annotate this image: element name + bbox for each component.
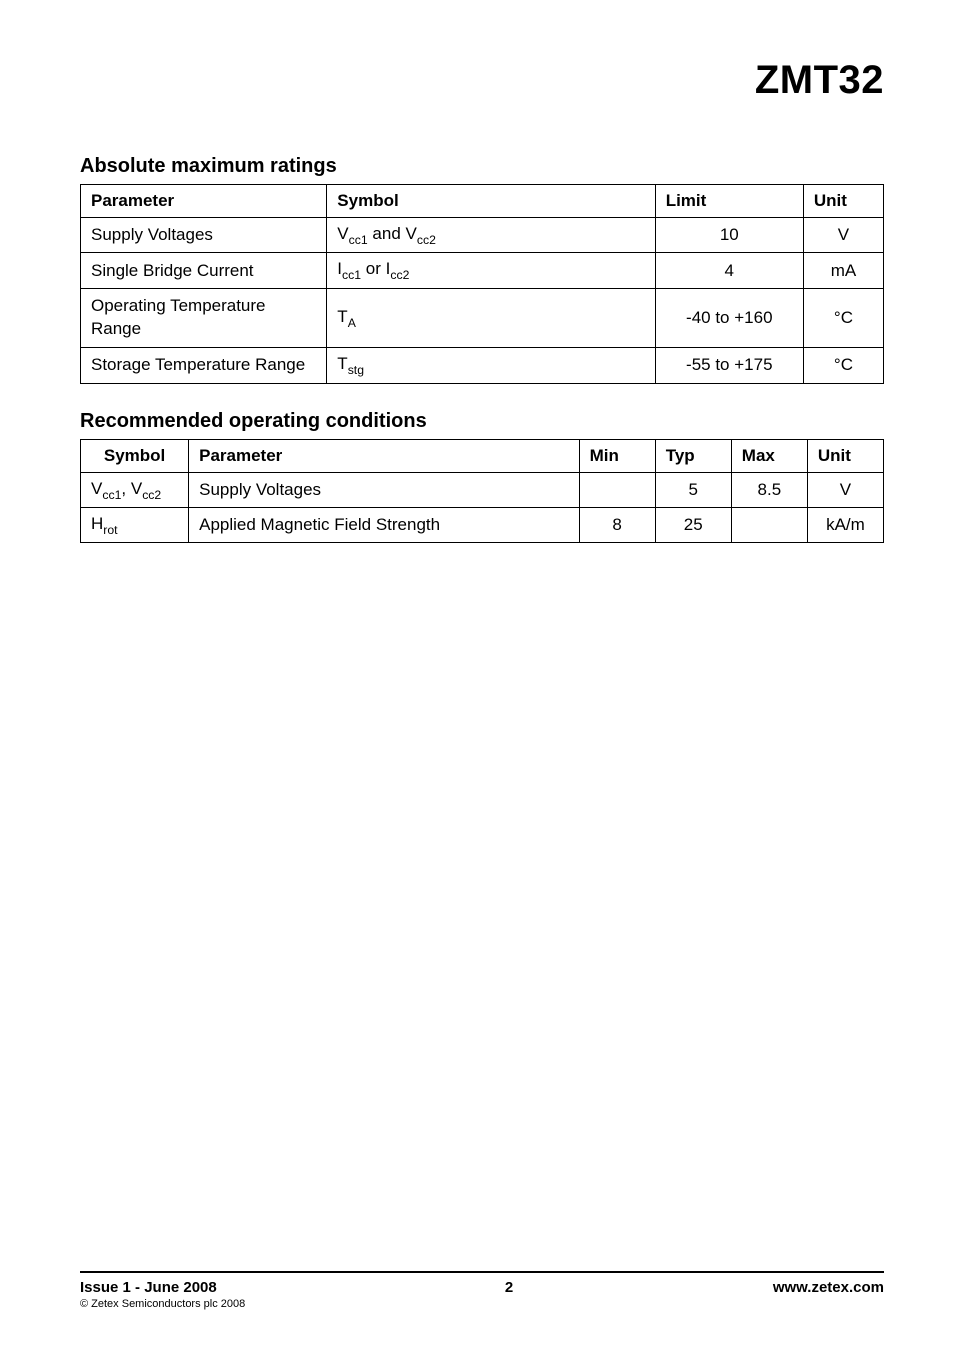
roc-parameter: Applied Magnetic Field Strength <box>189 507 579 542</box>
roc-parameter: Supply Voltages <box>189 472 579 507</box>
table-row: Storage Temperature RangeTstg-55 to +175… <box>81 347 884 383</box>
product-title: ZMT32 <box>80 58 884 103</box>
amr-symbol: Icc1 or Icc2 <box>327 253 655 288</box>
amr-h-unit: Unit <box>803 185 883 218</box>
roc-h-symbol: Symbol <box>81 439 189 472</box>
amr-h-limit: Limit <box>655 185 803 218</box>
footer-rule <box>80 1271 884 1273</box>
amr-limit: -40 to +160 <box>655 288 803 347</box>
amr-table: Parameter Symbol Limit Unit Supply Volta… <box>80 184 884 384</box>
amr-parameter: Operating Temperature Range <box>81 288 327 347</box>
page-footer: Issue 1 - June 2008 © Zetex Semiconducto… <box>80 1271 884 1310</box>
amr-h-parameter: Parameter <box>81 185 327 218</box>
table-row: HrotApplied Magnetic Field Strength825 kA… <box>81 507 884 542</box>
roc-table: Symbol Parameter Min Typ Max Unit Vcc1, … <box>80 439 884 544</box>
amr-parameter: Single Bridge Current <box>81 253 327 288</box>
amr-unit: °C <box>803 347 883 383</box>
roc-typ: 25 <box>655 507 731 542</box>
table-row: Single Bridge CurrentIcc1 or Icc24mA <box>81 253 884 288</box>
roc-typ: 5 <box>655 472 731 507</box>
roc-unit: kA/m <box>807 507 883 542</box>
amr-unit: mA <box>803 253 883 288</box>
roc-h-min: Min <box>579 439 655 472</box>
amr-header-row: Parameter Symbol Limit Unit <box>81 185 884 218</box>
amr-tbody: Supply VoltagesVcc1 and Vcc210VSingle Br… <box>81 218 884 384</box>
amr-unit: °C <box>803 288 883 347</box>
roc-min <box>579 472 655 507</box>
roc-tbody: Vcc1, Vcc2Supply Voltages58.5VHrotApplie… <box>81 472 884 543</box>
amr-parameter: Storage Temperature Range <box>81 347 327 383</box>
table-row: Operating Temperature RangeTA-40 to +160… <box>81 288 884 347</box>
roc-h-max: Max <box>731 439 807 472</box>
roc-symbol: Hrot <box>81 507 189 542</box>
roc-max: 8.5 <box>731 472 807 507</box>
amr-unit: V <box>803 218 883 253</box>
amr-limit: -55 to +175 <box>655 347 803 383</box>
roc-unit: V <box>807 472 883 507</box>
amr-symbol: Tstg <box>327 347 655 383</box>
footer-page-number: 2 <box>505 1279 513 1296</box>
amr-parameter: Supply Voltages <box>81 218 327 253</box>
amr-symbol: TA <box>327 288 655 347</box>
amr-title: Absolute maximum ratings <box>80 155 884 178</box>
roc-title: Recommended operating conditions <box>80 410 884 433</box>
roc-h-parameter: Parameter <box>189 439 579 472</box>
table-row: Supply VoltagesVcc1 and Vcc210V <box>81 218 884 253</box>
table-row: Vcc1, Vcc2Supply Voltages 58.5V <box>81 472 884 507</box>
amr-h-symbol: Symbol <box>327 185 655 218</box>
roc-h-unit: Unit <box>807 439 883 472</box>
roc-min: 8 <box>579 507 655 542</box>
roc-header-row: Symbol Parameter Min Typ Max Unit <box>81 439 884 472</box>
roc-max <box>731 507 807 542</box>
amr-symbol: Vcc1 and Vcc2 <box>327 218 655 253</box>
footer-url: www.zetex.com <box>773 1279 884 1296</box>
amr-limit: 4 <box>655 253 803 288</box>
footer-copyright: © Zetex Semiconductors plc 2008 <box>80 1298 245 1310</box>
roc-h-typ: Typ <box>655 439 731 472</box>
amr-limit: 10 <box>655 218 803 253</box>
footer-issue: Issue 1 - June 2008 <box>80 1279 245 1296</box>
roc-symbol: Vcc1, Vcc2 <box>81 472 189 507</box>
